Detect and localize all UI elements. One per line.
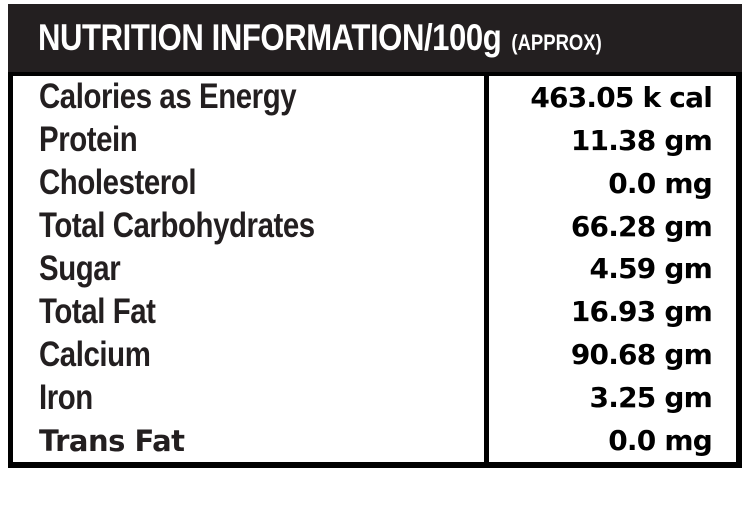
header-approx-note: (APPROX) xyxy=(511,30,602,55)
nutrient-label-text: Trans Fat xyxy=(39,423,185,458)
nutrient-label-iron: Iron xyxy=(39,376,484,419)
nutrition-header-text: NUTRITION INFORMATION/100g (APPROX) xyxy=(38,17,602,59)
nutrient-label-protein: Protein xyxy=(39,119,484,162)
nutrient-value-trans-fat: 0.0 mg xyxy=(608,424,713,458)
nutrient-value-calcium: 90.68 gm xyxy=(570,338,713,372)
nutrient-value-carbohydrates: 66.28 gm xyxy=(570,209,713,243)
header-title: NUTRITION INFORMATION/100g xyxy=(38,17,502,58)
nutrient-value-total-fat: 16.93 gm xyxy=(570,295,713,329)
nutrient-value-cholesterol: 0.0 mg xyxy=(608,166,713,200)
nutrient-value-protein: 11.38 gm xyxy=(570,123,713,157)
nutrition-table: Calories as Energy Protein Cholesterol T… xyxy=(8,72,742,468)
nutrient-label-total-fat: Total Fat xyxy=(39,290,484,333)
nutrient-label-cholesterol: Cholesterol xyxy=(39,162,484,205)
nutrient-label-text: Iron xyxy=(39,377,93,417)
nutrient-label-text: Total Carbohydrates xyxy=(39,206,315,246)
nutrient-label-calories: Calories as Energy xyxy=(39,76,484,119)
nutrient-label-carbohydrates: Total Carbohydrates xyxy=(39,205,484,248)
nutrient-label-text: Cholesterol xyxy=(39,163,197,203)
nutrient-value-column: 463.05 k cal 11.38 gm 0.0 mg 66.28 gm 4.… xyxy=(489,76,736,462)
nutrient-value-sugar: 4.59 gm xyxy=(589,252,713,286)
nutrient-name-column: Calories as Energy Protein Cholesterol T… xyxy=(13,76,484,462)
column-divider-rule xyxy=(484,76,489,462)
nutrient-label-text: Calories as Energy xyxy=(39,77,297,117)
nutrient-value-calories: 463.05 k cal xyxy=(530,80,712,114)
nutrient-label-text: Total Fat xyxy=(39,291,156,331)
nutrient-label-calcium: Calcium xyxy=(39,333,484,376)
nutrient-label-text: Protein xyxy=(39,120,138,160)
nutrition-label: NUTRITION INFORMATION/100g (APPROX) Calo… xyxy=(8,4,742,468)
nutrient-label-trans-fat: Trans Fat xyxy=(39,419,484,462)
nutrient-label-text: Calcium xyxy=(39,334,151,374)
nutrient-label-sugar: Sugar xyxy=(39,248,484,291)
nutrient-label-text: Sugar xyxy=(39,248,121,288)
nutrition-header-bar: NUTRITION INFORMATION/100g (APPROX) xyxy=(8,4,742,72)
nutrient-value-iron: 3.25 gm xyxy=(589,381,713,415)
